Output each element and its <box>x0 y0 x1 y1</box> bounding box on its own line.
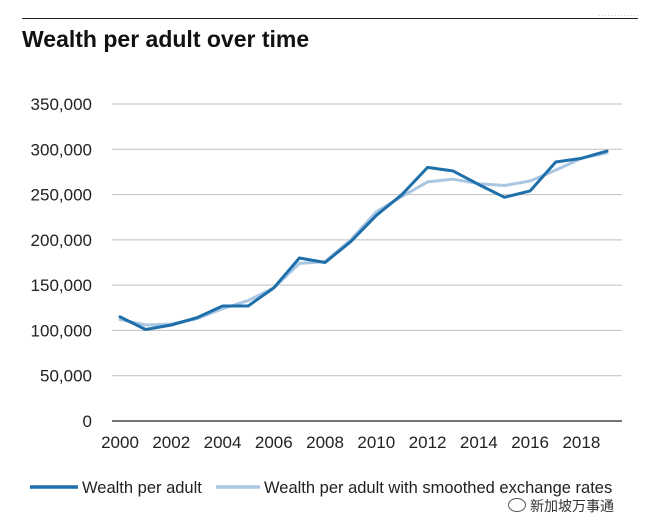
chart-title: Wealth per adult over time <box>22 26 310 52</box>
y-tick-label: 0 <box>83 412 92 431</box>
y-tick-label: 350,000 <box>31 95 92 114</box>
y-tick-label: 300,000 <box>31 140 92 159</box>
x-tick-label: 2002 <box>152 433 190 452</box>
y-tick-label: 200,000 <box>31 231 92 250</box>
legend-label: Wealth per adult with smoothed exchange … <box>264 479 612 497</box>
legend-label: Wealth per adult <box>82 479 202 497</box>
x-tick-labels: 2000 2002 2004 2006 2008 2010 2012 2014 2016 2018 <box>101 433 600 452</box>
watermark-text: 新加坡万事通 <box>530 499 614 515</box>
x-tick-label: 2014 <box>460 433 498 452</box>
x-tick-label: 2010 <box>357 433 395 452</box>
wechat-icon <box>508 498 526 512</box>
x-tick-label: 2018 <box>562 433 600 452</box>
y-tick-label: 250,000 <box>31 186 92 205</box>
series-line-smoothed-exchange <box>118 151 609 327</box>
top-rule <box>22 18 638 19</box>
legend: Wealth per adult Wealth per adult with sm… <box>30 479 612 497</box>
x-tick-label: 2008 <box>306 433 344 452</box>
corner-mark: ············· <box>598 12 640 20</box>
y-tick-label: 50,000 <box>40 367 92 386</box>
y-tick-labels: 0 50,000 100,000 150,000 200,000 250,000 300,0… <box>31 95 92 431</box>
y-tick-label: 150,000 <box>31 276 92 295</box>
x-tick-label: 2012 <box>409 433 447 452</box>
x-tick-label: 2006 <box>255 433 293 452</box>
grid-layer <box>112 103 622 422</box>
x-tick-label: 2004 <box>204 433 242 452</box>
series-layer <box>118 149 609 332</box>
watermark: 新加坡万事通 <box>508 496 614 516</box>
x-tick-label: 2000 <box>101 433 139 452</box>
series-line-wealth-per-adult <box>118 149 609 332</box>
x-tick-label: 2016 <box>511 433 549 452</box>
y-tick-label: 100,000 <box>31 321 92 340</box>
